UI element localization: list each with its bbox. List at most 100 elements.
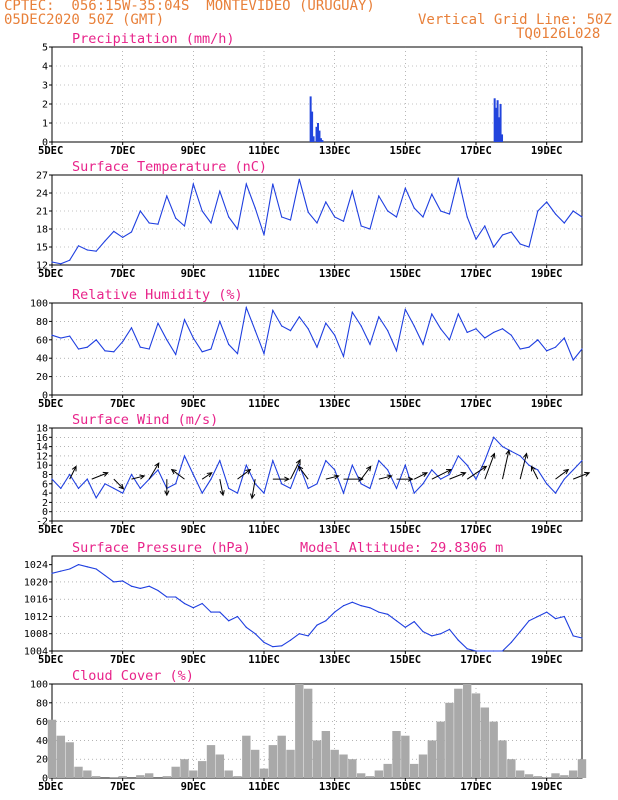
wind-vector (201, 472, 213, 480)
wind-point (484, 459, 486, 462)
wind-arrowhead (139, 474, 146, 480)
pressure-point (440, 633, 442, 635)
temperature-xtick-label: 7DEC (110, 268, 135, 280)
wind-vector (251, 479, 256, 499)
humidity-point (334, 334, 336, 336)
wind-point (440, 478, 442, 480)
wind-vector (572, 472, 590, 480)
humidity-point (157, 322, 159, 324)
wind-point (95, 497, 97, 499)
wind-arrowhead (219, 490, 225, 497)
temperature-point (254, 207, 256, 209)
pressure-point (307, 635, 309, 637)
humidity-ytick-label: 0 (42, 391, 48, 402)
humidity-point (519, 348, 521, 350)
temperature-xtick-label: 11DEC (248, 268, 280, 280)
cloud-cover-bar (56, 735, 66, 778)
precipitation-ytick-label: 0 (42, 138, 48, 149)
cloud-cover-bar (515, 770, 525, 778)
cloud-cover-xtick-label: 5DEC (38, 781, 63, 793)
pressure-point (395, 620, 398, 622)
precipitation-xtick-label: 17DEC (460, 145, 492, 157)
humidity-point (139, 346, 141, 348)
temperature-point (369, 228, 371, 230)
wind-point (325, 459, 327, 462)
cloud-cover-xtick-label: 7DEC (110, 781, 135, 793)
pressure-point (130, 585, 133, 587)
wind-point (272, 459, 274, 462)
wind-point (77, 487, 80, 490)
wind-arrowhead (584, 471, 591, 477)
humidity-point (546, 350, 548, 352)
humidity-point (537, 339, 539, 341)
grid-line-label: Vertical Grid Line: 50Z (418, 12, 612, 28)
humidity-point (51, 334, 53, 336)
pressure-point (86, 566, 88, 568)
wind-ytick-label: 10 (36, 461, 48, 472)
temperature-xtick-label: 17DEC (460, 268, 492, 280)
wind-point (139, 487, 141, 490)
humidity-panel: 0 20 40 60 80 100 5DEC 7DEC 9DEC 11DEC 13DEC 15DEC 1… (30, 287, 583, 410)
precipitation-bar (498, 117, 501, 142)
cloud-cover-bar (489, 721, 498, 778)
wind-xtick-label: 5DEC (38, 524, 63, 536)
pressure-ytick-label: 1024 (24, 560, 48, 571)
pressure-point (201, 602, 203, 605)
pressure-frame (51, 555, 583, 652)
wind-point (104, 483, 106, 485)
humidity-xtick-label: 17DEC (460, 398, 492, 410)
cloud-cover-bar (312, 740, 322, 778)
wind-vector (219, 479, 224, 496)
wind-point (466, 464, 468, 466)
cloud-cover-bar (295, 684, 304, 778)
humidity-point (581, 348, 583, 350)
pressure-point (484, 650, 486, 652)
temperature-point (387, 210, 389, 212)
temperature-point (289, 219, 292, 221)
pressure-point (245, 626, 247, 628)
temperature-ytick-label: 12 (36, 261, 48, 272)
pressure-point (183, 602, 186, 605)
cloud-cover-bar (383, 763, 392, 778)
temperature-panel: 12 15 18 21 24 27 5DEC 7DEC 9DEC 11DEC 13DEC 15DEC 1… (36, 159, 583, 280)
temperature-point (501, 234, 504, 236)
cloud-cover-ytick-label: 60 (36, 717, 48, 728)
wind-point (334, 469, 336, 471)
temperature-point (316, 222, 318, 224)
wind-arrowhead (481, 465, 488, 471)
humidity-point (113, 351, 115, 353)
wind-point (51, 478, 53, 480)
pressure-panel: 1004 1008 1012 1016 1020 1024 5DEC 7DEC 9DEC 11DE… (24, 540, 583, 666)
temperature-xtick-label: 5DEC (38, 268, 63, 280)
precipitation-bar (312, 136, 315, 142)
wind-ytick-label: 12 (36, 451, 48, 462)
humidity-ytick-label: 100 (30, 299, 48, 310)
temperature-point (95, 250, 97, 252)
wind-point (183, 455, 186, 457)
temperature-point (130, 231, 133, 233)
cloud-cover-bar (480, 707, 490, 778)
cloud-cover-bar (533, 776, 543, 778)
temperature-point (175, 217, 177, 219)
wind-point (69, 473, 71, 476)
humidity-point (175, 353, 177, 356)
temperature-title: Surface Temperature (nC) (72, 159, 267, 175)
pressure-point (219, 611, 221, 613)
temperature-ytick-label: 18 (36, 225, 48, 236)
temperature-point (201, 210, 203, 212)
pressure-point (157, 589, 159, 592)
humidity-point (422, 343, 424, 345)
precipitation-ytick-label: 2 (42, 100, 48, 111)
humidity-point (510, 334, 512, 336)
wind-arrowhead (333, 474, 340, 480)
humidity-xtick-label: 13DEC (319, 398, 351, 410)
wind-point (86, 478, 88, 480)
cloud-cover-bar (577, 759, 587, 778)
pressure-point (95, 568, 97, 570)
wind-vector (237, 469, 251, 480)
wind-xtick-label: 19DEC (531, 524, 563, 536)
cloud-cover-bar (144, 773, 154, 778)
cloud-cover-bar (162, 776, 172, 778)
temperature-point (493, 246, 495, 248)
pressure-point (325, 620, 327, 622)
